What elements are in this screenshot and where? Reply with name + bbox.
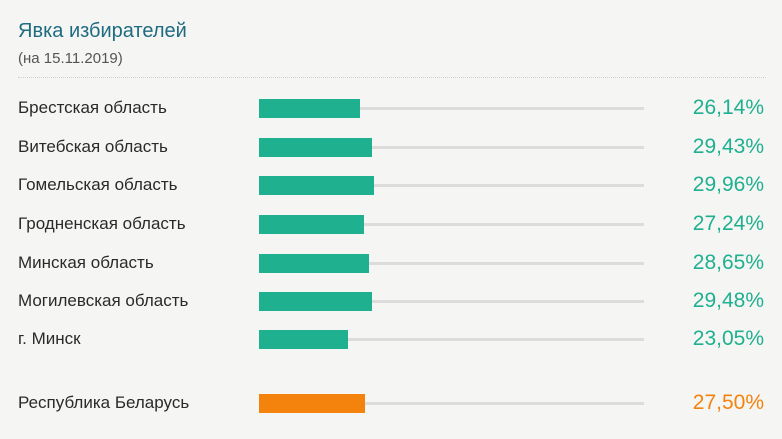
bar-track bbox=[259, 107, 644, 110]
value-label: 28,65% bbox=[692, 251, 764, 274]
bar-1 bbox=[259, 99, 360, 118]
row-label: Витебская область bbox=[18, 137, 168, 156]
value-label: 27,24% bbox=[692, 212, 764, 235]
bar-track bbox=[259, 262, 644, 265]
bar-7 bbox=[259, 330, 348, 349]
bar-track bbox=[259, 300, 644, 303]
row-label: Гродненская область bbox=[18, 214, 186, 233]
bar-6 bbox=[259, 292, 373, 311]
bar-4 bbox=[259, 215, 364, 234]
region-row: г. Минск 23,05% bbox=[0, 327, 782, 364]
row-label: Гомельская область bbox=[18, 175, 178, 194]
chart-title: Явка избирателей bbox=[18, 20, 187, 42]
bar-5 bbox=[259, 254, 370, 273]
region-row: Витебская область 29,43% bbox=[0, 135, 782, 172]
row-label: Республика Беларусь bbox=[18, 393, 190, 412]
row-label: Минская область bbox=[18, 253, 154, 272]
bar-track bbox=[259, 184, 644, 187]
bar-2 bbox=[259, 138, 373, 157]
bar-3 bbox=[259, 176, 375, 195]
bar-8 bbox=[259, 394, 365, 413]
bar-track bbox=[259, 223, 644, 226]
region-row: Гомельская область 29,96% bbox=[0, 173, 782, 210]
row-label: Брестская область bbox=[18, 98, 167, 117]
bar-track bbox=[259, 402, 644, 405]
value-label: 23,05% bbox=[692, 327, 764, 350]
chart-subtitle: (на 15.11.2019) bbox=[18, 50, 123, 67]
bar-track bbox=[259, 146, 644, 149]
bar-track bbox=[259, 338, 644, 341]
value-label: 27,50% bbox=[692, 391, 764, 414]
region-row: Брестская область 26,14% bbox=[0, 96, 782, 133]
value-label: 29,96% bbox=[692, 173, 764, 196]
total-row: Республика Беларусь 27,50% bbox=[0, 391, 782, 428]
value-label: 26,14% bbox=[692, 96, 764, 119]
region-row: Гродненская область 27,24% bbox=[0, 212, 782, 249]
region-row: Минская область 28,65% bbox=[0, 251, 782, 288]
header-divider bbox=[18, 77, 766, 78]
row-label: г. Минск bbox=[18, 329, 81, 348]
value-label: 29,48% bbox=[692, 289, 764, 312]
region-row: Могилевская область 29,48% bbox=[0, 289, 782, 326]
value-label: 29,43% bbox=[692, 135, 764, 158]
row-label: Могилевская область bbox=[18, 291, 189, 310]
